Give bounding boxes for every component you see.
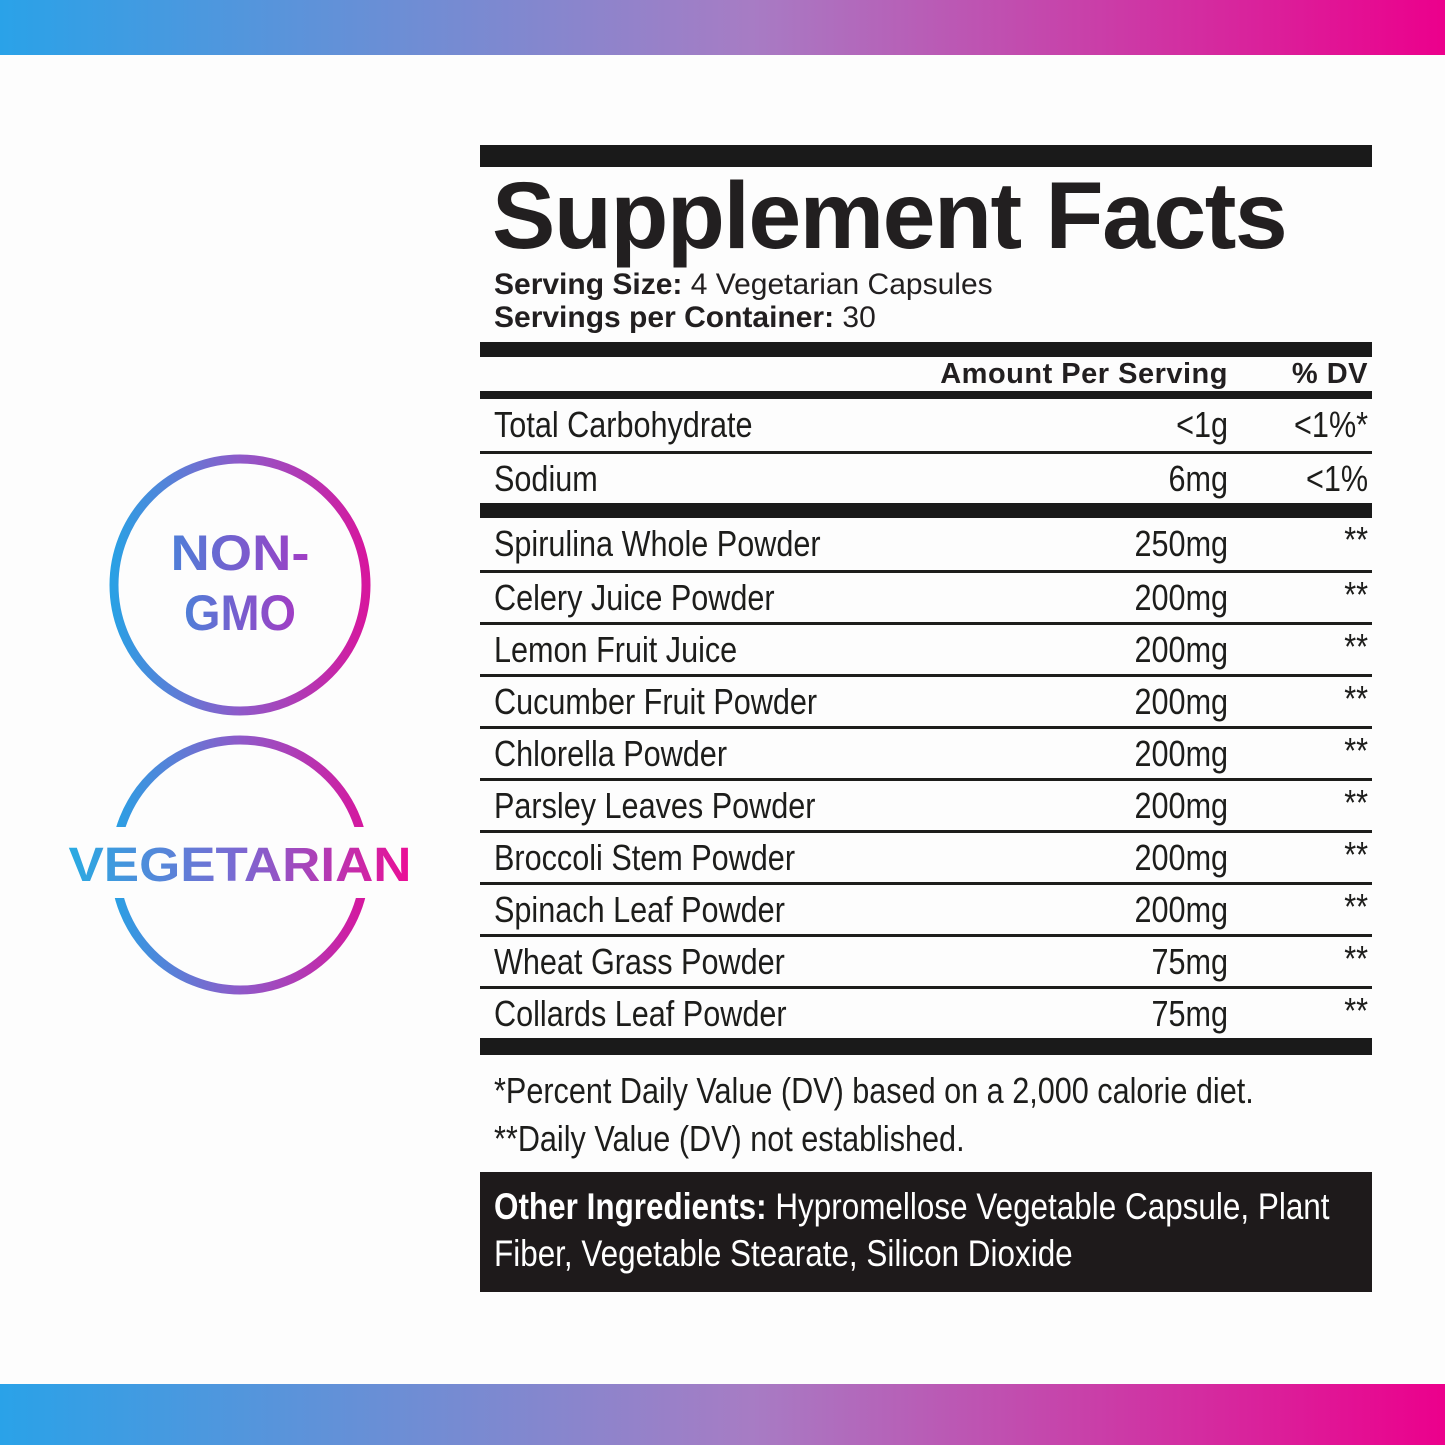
servings-label: Servings per Container: <box>494 301 835 335</box>
panel-top-bar <box>480 145 1372 167</box>
ingredient-rows: Spirulina Whole Powder 250mg ** Celery Juic… <box>480 518 1372 1038</box>
other-ingredients-value: Hypromellose Vegetable Capsule, Plant Fi… <box>494 1186 1330 1275</box>
ingredient-name: Broccoli Stem Powder <box>494 836 796 878</box>
amount-value: 200mg <box>1134 628 1228 670</box>
dv-value: ** <box>1344 834 1368 876</box>
serving-size-label: Serving Size: <box>494 268 683 302</box>
dv-value: ** <box>1344 678 1368 720</box>
table-row: Collards Leaf Powder 75mg ** <box>480 986 1372 1038</box>
top-gradient-bar <box>0 0 1445 55</box>
ingredient-name: Spirulina Whole Powder <box>494 523 821 565</box>
table-row: Total Carbohydrate <1g <1%* <box>480 399 1372 451</box>
table-row: Chlorella Powder 200mg ** <box>480 726 1372 778</box>
footnotes: *Percent Daily Value (DV) based on a 2,0… <box>494 1067 1372 1163</box>
dv-value: ** <box>1344 886 1368 928</box>
other-ingredients-text: Other Ingredients: Hypromellose Vegetabl… <box>494 1183 1358 1277</box>
ingredient-name: Collards Leaf Powder <box>494 992 787 1034</box>
dv-value: ** <box>1344 990 1368 1032</box>
dv-value: ** <box>1344 574 1368 616</box>
table-row: Spirulina Whole Powder 250mg ** <box>480 518 1372 570</box>
amount-value: 200mg <box>1134 784 1228 826</box>
table-row: Cucumber Fruit Powder 200mg ** <box>480 674 1372 726</box>
serving-info: Serving Size: 4 Vegetarian Capsules Serv… <box>494 268 1372 334</box>
footnote-dv-basis: *Percent Daily Value (DV) based on a 2,0… <box>494 1070 1254 1112</box>
section-divider-bar <box>480 503 1372 519</box>
ingredient-name: Spinach Leaf Powder <box>494 888 785 930</box>
non-gmo-text-line1: NON- <box>171 525 310 581</box>
ingredient-name: Wheat Grass Powder <box>494 940 785 982</box>
table-row: Broccoli Stem Powder 200mg ** <box>480 830 1372 882</box>
panel-bottom-bar <box>480 1038 1372 1056</box>
ingredient-name: Celery Juice Powder <box>494 576 775 618</box>
bottom-gradient-bar <box>0 1384 1445 1445</box>
dv-column-header: % DV <box>1291 357 1368 390</box>
vegetarian-text: VEGETARIAN <box>69 839 412 892</box>
nutrient-rows: Total Carbohydrate <1g <1%* Sodium 6mg <1% <box>480 399 1372 503</box>
vegetarian-badge: VEGETARIAN <box>30 735 450 995</box>
ingredient-name: Cucumber Fruit Powder <box>494 680 818 722</box>
non-gmo-text-line2: GMO <box>184 585 296 641</box>
amount-value: 200mg <box>1134 836 1228 878</box>
amount-column-header: Amount Per Serving <box>940 357 1228 390</box>
dv-value: <1% <box>1305 457 1368 499</box>
table-row: Celery Juice Powder 200mg ** <box>480 570 1372 622</box>
serving-size-line: Serving Size: 4 Vegetarian Capsules <box>494 268 1372 301</box>
amount-value: 200mg <box>1134 888 1228 930</box>
vegetarian-text-band <box>30 827 450 898</box>
servings-per-container-line: Servings per Container: 30 <box>494 301 1372 334</box>
serving-size-value: 4 Vegetarian Capsules <box>690 268 993 302</box>
section-divider-bar <box>480 342 1372 358</box>
amount-value: 200mg <box>1134 680 1228 722</box>
nutrient-name: Sodium <box>494 457 598 499</box>
other-ingredients-box: Other Ingredients: Hypromellose Vegetabl… <box>480 1172 1372 1293</box>
amount-value: <1g <box>1176 404 1228 446</box>
amount-value: 200mg <box>1134 732 1228 774</box>
dv-value: <1%* <box>1293 404 1368 446</box>
table-row: Spinach Leaf Powder 200mg ** <box>480 882 1372 934</box>
dv-value: ** <box>1344 730 1368 772</box>
dv-value: ** <box>1344 782 1368 824</box>
header-underline-bar <box>480 391 1372 400</box>
table-row: Wheat Grass Powder 75mg ** <box>480 934 1372 986</box>
amount-value: 75mg <box>1151 992 1228 1034</box>
ingredient-name: Parsley Leaves Powder <box>494 784 816 826</box>
amount-value: 75mg <box>1151 940 1228 982</box>
column-header-row: Amount Per Serving % DV <box>480 357 1372 391</box>
dv-value: ** <box>1344 626 1368 668</box>
table-row: Sodium 6mg <1% <box>480 451 1372 503</box>
ingredient-name: Lemon Fruit Juice <box>494 628 738 670</box>
table-row: Parsley Leaves Powder 200mg ** <box>480 778 1372 830</box>
table-row: Lemon Fruit Juice 200mg ** <box>480 622 1372 674</box>
servings-value: 30 <box>842 301 876 335</box>
amount-value: 6mg <box>1168 457 1228 499</box>
nutrient-name: Total Carbohydrate <box>494 404 753 446</box>
non-gmo-ring <box>109 454 371 716</box>
dv-value: ** <box>1344 938 1368 980</box>
amount-value: 250mg <box>1134 523 1228 565</box>
non-gmo-badge: NON- GMO <box>109 454 371 716</box>
amount-value: 200mg <box>1134 576 1228 618</box>
ingredient-name: Chlorella Powder <box>494 732 728 774</box>
footnote-dv-not-established: **Daily Value (DV) not established. <box>494 1118 965 1160</box>
dv-value: ** <box>1344 519 1368 561</box>
other-ingredients-label: Other Ingredients: <box>494 1186 767 1228</box>
panel-title: Supplement Facts <box>492 163 1288 269</box>
supplement-facts-panel: Supplement Facts Serving Size: 4 Vegetar… <box>480 145 1372 1293</box>
